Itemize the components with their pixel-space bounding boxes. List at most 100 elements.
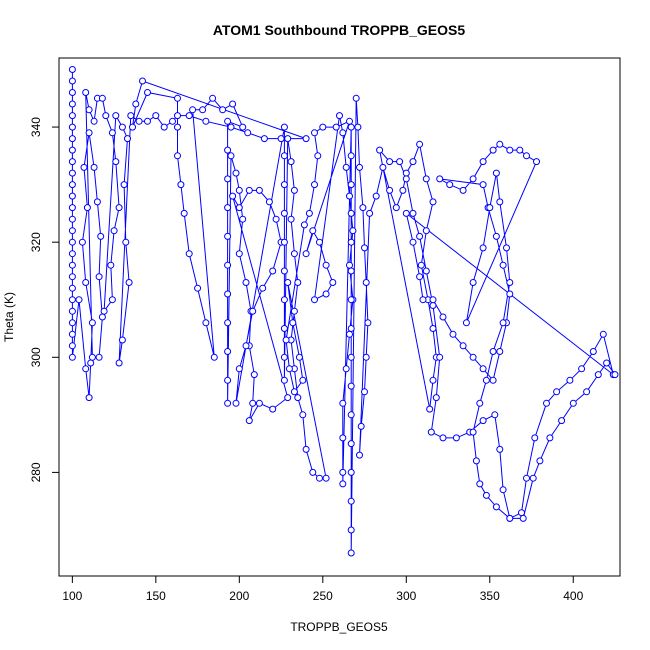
data-point — [432, 394, 440, 402]
data-point — [202, 117, 210, 125]
data-point — [399, 186, 407, 194]
data-point — [224, 232, 232, 240]
data-point — [245, 417, 253, 425]
data-point — [322, 290, 330, 298]
data-point — [235, 365, 243, 373]
data-point — [386, 186, 394, 194]
data-point — [235, 250, 243, 258]
data-point — [80, 163, 88, 171]
data-point — [347, 468, 355, 476]
data-point — [496, 348, 504, 355]
y-tick-label: 320 — [29, 232, 43, 252]
data-point — [531, 434, 539, 442]
data-point — [346, 261, 353, 269]
data-point — [496, 445, 504, 453]
data-point — [68, 181, 76, 189]
data-point — [311, 129, 318, 137]
data-point — [242, 342, 250, 350]
data-point — [98, 94, 106, 102]
data-point — [280, 152, 288, 160]
data-point — [68, 169, 76, 177]
data-point — [402, 209, 410, 217]
data-point — [392, 204, 400, 212]
data-point — [174, 152, 181, 160]
data-point — [235, 186, 243, 194]
data-point — [419, 296, 427, 304]
data-point — [68, 100, 76, 108]
data-point — [68, 319, 76, 327]
data-point — [366, 209, 374, 217]
data-point — [174, 112, 181, 120]
data-point — [386, 158, 394, 166]
data-point — [224, 319, 232, 327]
data-point — [506, 279, 514, 286]
data-point — [280, 238, 288, 246]
data-point — [289, 319, 297, 327]
data-point — [347, 497, 355, 505]
data-point — [479, 365, 487, 373]
data-point — [611, 371, 619, 379]
data-point — [361, 388, 368, 396]
data-point — [285, 365, 293, 373]
data-point — [426, 405, 434, 413]
data-point — [476, 399, 484, 407]
data-point — [90, 117, 98, 125]
data-point — [115, 204, 123, 212]
data-point — [82, 89, 90, 96]
data-point — [529, 474, 537, 482]
data-point — [347, 181, 355, 189]
data-point — [422, 267, 430, 275]
y-tick-label: 280 — [29, 462, 43, 482]
data-point — [68, 215, 76, 223]
data-point — [492, 503, 500, 511]
data-point — [224, 117, 232, 125]
y-axis: 280 300 320 340 — [29, 117, 59, 482]
data-point — [361, 244, 368, 252]
data-point — [416, 232, 424, 240]
data-point — [110, 227, 118, 235]
data-point — [339, 129, 347, 137]
data-point — [75, 296, 83, 304]
data-point — [68, 330, 76, 338]
data-point — [280, 181, 288, 189]
y-tick-label: 340 — [29, 117, 43, 137]
data-point — [347, 267, 355, 275]
data-point — [280, 376, 288, 384]
data-point — [314, 152, 322, 160]
data-point — [347, 152, 355, 160]
data-point — [311, 181, 318, 189]
data-point — [290, 307, 298, 315]
data-point — [506, 290, 514, 298]
y-tick-label: 300 — [29, 347, 43, 367]
data-point — [265, 198, 273, 206]
x-tick-label: 150 — [146, 589, 166, 603]
data-point — [250, 371, 258, 379]
data-point — [302, 250, 310, 258]
data-point — [339, 468, 347, 476]
x-tick-label: 400 — [563, 589, 583, 603]
data-point — [553, 388, 561, 396]
data-point — [245, 186, 253, 194]
data-point — [347, 440, 355, 448]
data-point — [316, 238, 323, 246]
data-point — [429, 325, 437, 332]
data-point — [224, 146, 232, 154]
data-point — [472, 457, 480, 465]
data-point — [118, 336, 126, 344]
data-point — [85, 106, 93, 114]
data-point — [362, 353, 370, 361]
data-point — [255, 186, 263, 194]
data-point — [409, 238, 417, 246]
data-point — [499, 486, 507, 494]
data-point — [322, 261, 330, 269]
data-point — [118, 123, 126, 131]
data-point — [347, 325, 355, 332]
data-point — [95, 273, 103, 281]
data-point — [416, 140, 424, 148]
data-point — [359, 204, 367, 212]
data-point — [356, 163, 363, 171]
data-point — [299, 376, 307, 384]
data-point — [284, 394, 292, 402]
data-point — [83, 204, 91, 212]
data-point — [372, 192, 380, 200]
